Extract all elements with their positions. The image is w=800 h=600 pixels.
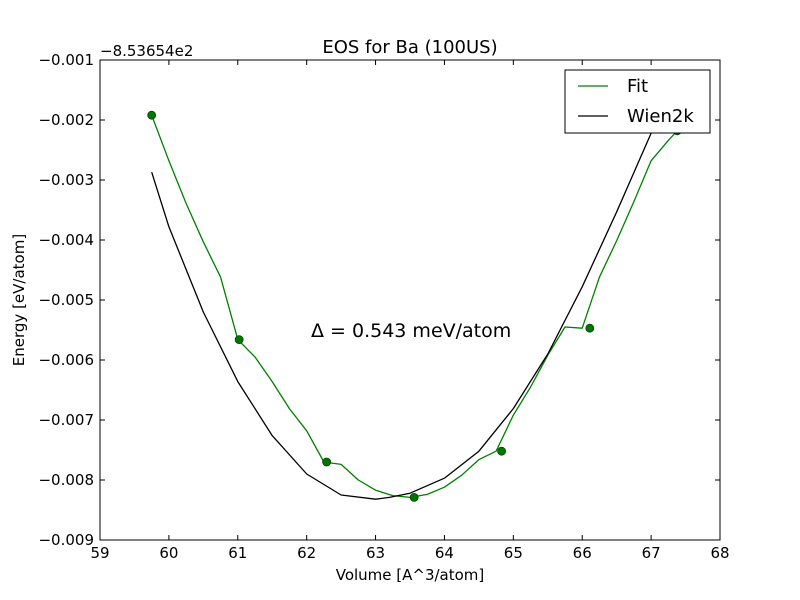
data-point (497, 446, 507, 456)
x-tick-label: 65 (504, 544, 523, 562)
legend: Fit Wien2k (564, 69, 711, 134)
y-tick-label: −0.007 (38, 411, 94, 429)
x-tick-label: 60 (159, 544, 178, 562)
data-point (409, 492, 419, 502)
data-point (147, 110, 157, 120)
x-tick-label: 61 (228, 544, 247, 562)
x-tick-label: 62 (297, 544, 316, 562)
y-tick-label: −0.005 (38, 291, 94, 309)
legend-label-wien2k: Wien2k (627, 106, 694, 127)
y-tick-label: −0.004 (38, 231, 94, 249)
series-layer (147, 110, 682, 502)
y-tick-label: −0.006 (38, 351, 94, 369)
legend-box (564, 69, 711, 134)
y-tick-label: −0.009 (38, 531, 94, 549)
y-tick-label: −0.003 (38, 171, 94, 189)
x-tick-label: 59 (90, 544, 109, 562)
y-tick-label: −0.008 (38, 471, 94, 489)
data-point (234, 335, 244, 345)
x-tick-label: 64 (435, 544, 454, 562)
y-tick-label: −0.002 (38, 111, 94, 129)
y-axis-label: Energy [eV/atom] (10, 234, 28, 366)
data-point (585, 323, 595, 333)
series-line-fit (151, 114, 678, 499)
x-axis-label: Volume [A^3/atom] (336, 566, 485, 584)
series-line-wien2k (151, 114, 659, 500)
data-point (322, 457, 332, 467)
legend-label-fit: Fit (627, 76, 648, 97)
ticks-layer: 59 60 61 62 63 64 65 66 67 68 −0.009 −0.008 −0.007 −0… (38, 51, 729, 562)
y-tick-label: −0.001 (38, 51, 94, 69)
chart-title: EOS for Ba (100US) (322, 37, 497, 58)
delta-annotation: Δ = 0.543 meV/atom (311, 320, 511, 342)
x-tick-label: 68 (710, 544, 729, 562)
x-tick-label: 63 (366, 544, 385, 562)
x-tick-label: 66 (573, 544, 592, 562)
y-offset-label: −8.53654e2 (100, 42, 193, 60)
x-tick-label: 67 (642, 544, 661, 562)
